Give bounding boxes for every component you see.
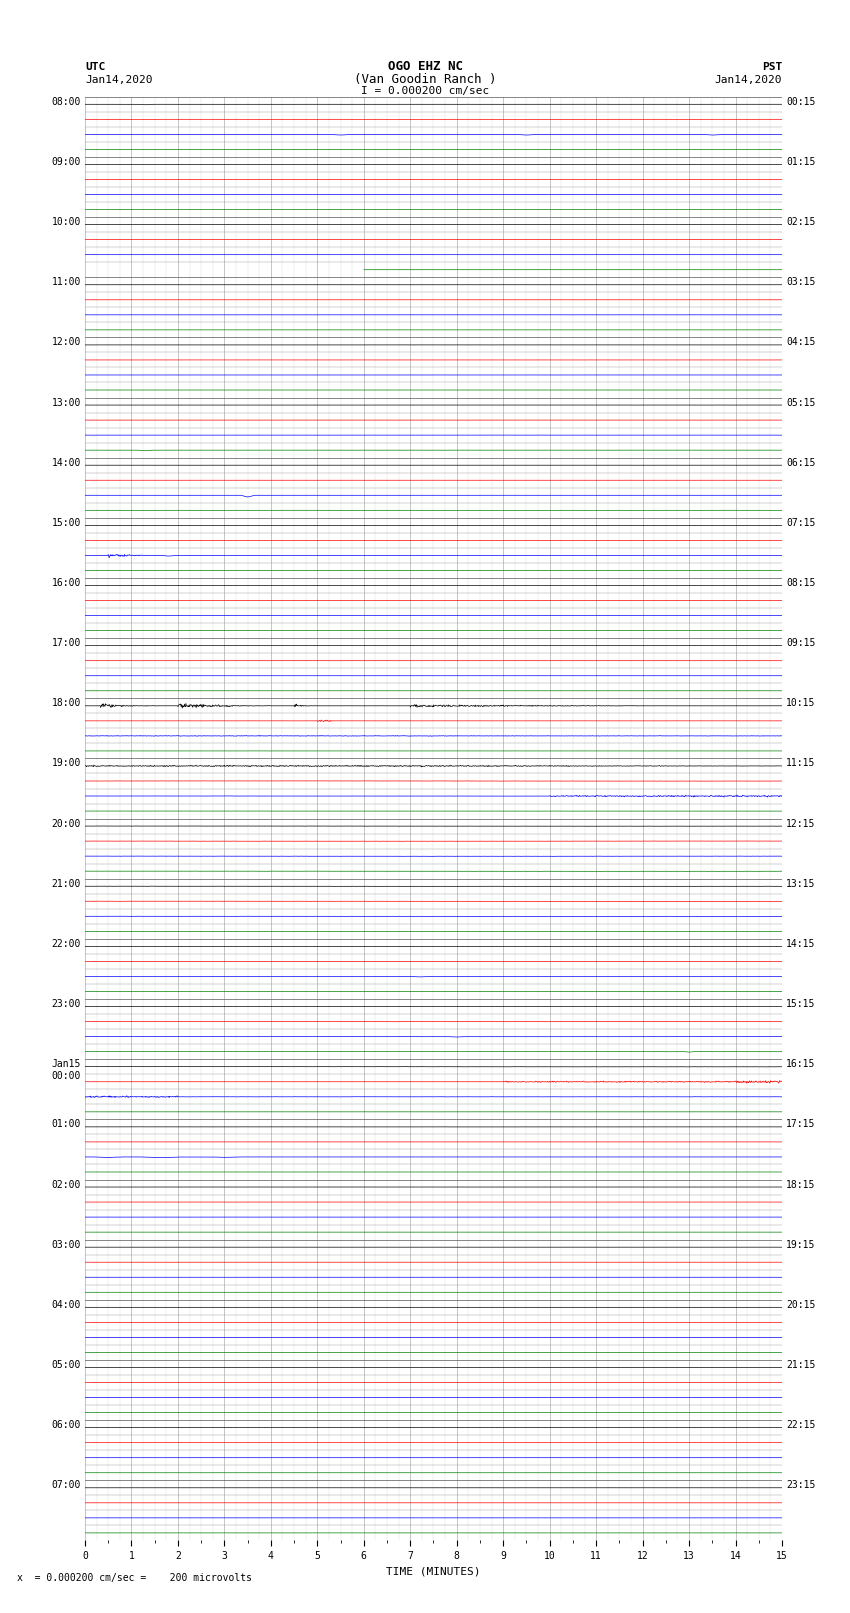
Text: Jan14,2020: Jan14,2020 [715,76,782,85]
Text: UTC: UTC [85,63,105,73]
Text: Jan14,2020: Jan14,2020 [85,76,152,85]
Text: x  = 0.000200 cm/sec =    200 microvolts: x = 0.000200 cm/sec = 200 microvolts [17,1573,252,1582]
Text: PST: PST [762,63,782,73]
Text: I = 0.000200 cm/sec: I = 0.000200 cm/sec [361,87,489,97]
X-axis label: TIME (MINUTES): TIME (MINUTES) [386,1566,481,1576]
Text: OGO EHZ NC: OGO EHZ NC [388,60,462,73]
Text: (Van Goodin Ranch ): (Van Goodin Ranch ) [354,73,496,85]
